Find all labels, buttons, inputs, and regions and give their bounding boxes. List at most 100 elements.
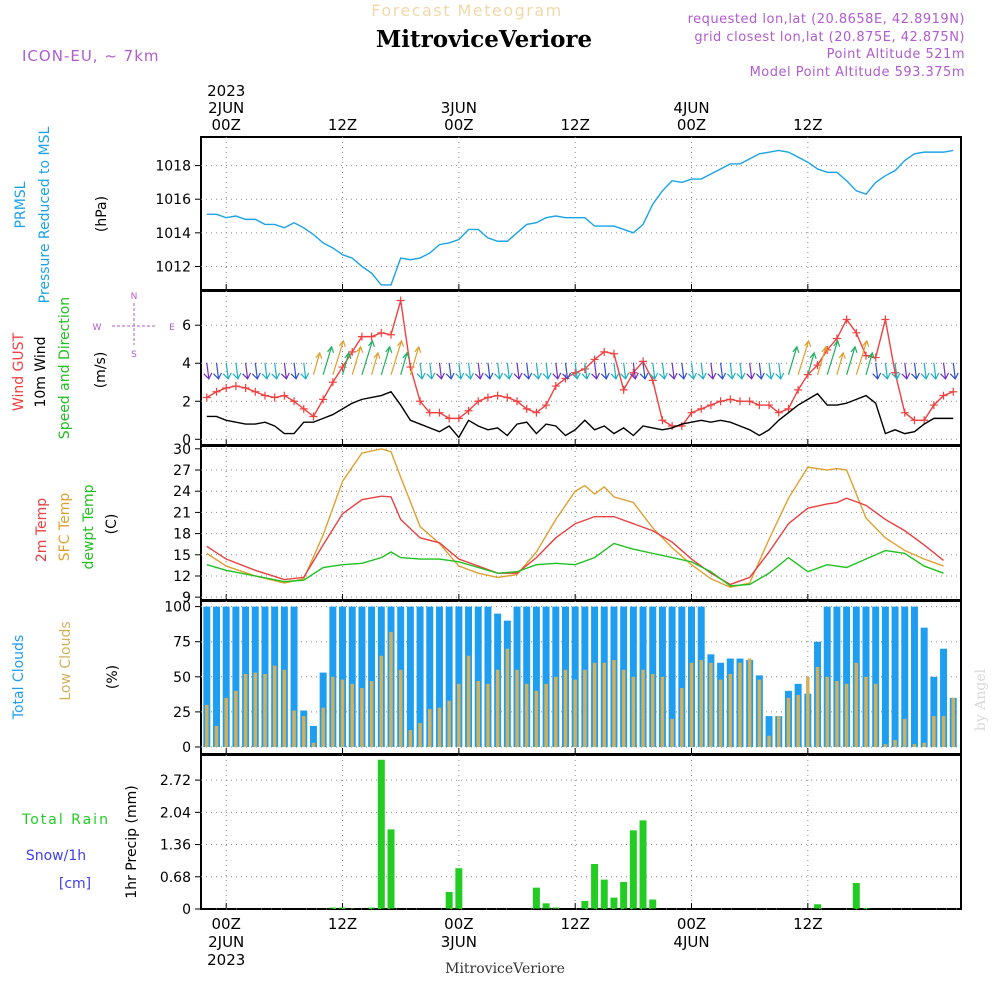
rain-bar — [862, 908, 870, 909]
gust-marker — [910, 416, 919, 425]
wind-arrow — [620, 362, 630, 380]
wind-arrow — [872, 362, 882, 380]
series-sfc-temp — [206, 448, 944, 589]
wind-arrow — [445, 362, 455, 380]
gust-marker — [590, 355, 599, 364]
gust-marker — [619, 385, 628, 394]
gust-marker — [445, 414, 454, 423]
wind-arrow — [390, 339, 405, 376]
closest-location: grid closest lon,lat (20.875E, 42.875N) — [694, 30, 965, 45]
y-tick-label: 21 — [173, 505, 191, 521]
total-cloud-bar — [213, 606, 220, 747]
gust-marker — [697, 404, 706, 413]
gust-marker — [609, 349, 618, 358]
rain-bar — [329, 907, 337, 909]
total-cloud-bar — [930, 676, 938, 747]
low-cloud-bar — [544, 683, 548, 747]
low-cloud-bar — [680, 688, 684, 747]
y-tick-label: 75 — [173, 635, 191, 651]
rain-bar — [649, 899, 657, 909]
gust-marker — [377, 328, 386, 337]
wind-arrow — [846, 345, 858, 376]
total-cloud-bar — [358, 606, 366, 747]
series-10m-wind — [206, 390, 954, 439]
low-cloud-bar — [292, 710, 296, 747]
gust-marker — [464, 406, 473, 415]
gust-marker — [881, 315, 890, 324]
low-cloud-bar — [786, 697, 791, 747]
time-label-top: 12Z — [793, 116, 822, 134]
rain-bar — [639, 820, 647, 909]
low-cloud-bar — [806, 676, 810, 747]
wind-arrow — [755, 362, 765, 380]
low-cloud-bar — [437, 707, 442, 747]
gust-marker — [939, 391, 948, 400]
total-cloud-bar — [940, 648, 948, 747]
precip-label-cm: [cm] — [59, 876, 91, 892]
low-cloud-bar — [873, 683, 878, 747]
wind-arrow — [911, 362, 921, 380]
total-cloud-bar — [571, 606, 579, 747]
low-cloud-bar — [767, 735, 771, 747]
gust-marker — [745, 397, 754, 406]
gust-marker — [774, 408, 783, 417]
gust-marker — [396, 296, 405, 305]
precip-label-snow: Snow/1h — [26, 848, 86, 864]
low-cloud-bar — [340, 679, 345, 747]
wind-arrow — [940, 362, 950, 380]
low-cloud-bar — [612, 659, 616, 747]
low-cloud-bar — [389, 631, 393, 747]
time-label-bottom: 3JUN — [441, 933, 477, 951]
wind-arrow — [807, 351, 817, 376]
y-tick-label: 1018 — [155, 159, 191, 175]
time-label-top: 12Z — [560, 116, 589, 134]
low-cloud-bar — [466, 655, 471, 747]
gust-marker — [290, 397, 299, 406]
wind-arrow — [775, 362, 785, 380]
wind-arrow — [232, 362, 242, 380]
gust-marker — [241, 383, 250, 392]
gust-marker — [929, 401, 938, 410]
wind-arrow — [649, 362, 659, 380]
gust-marker — [513, 397, 522, 406]
low-cloud-bar — [699, 659, 703, 747]
low-cloud-bar — [253, 672, 258, 747]
gust-marker — [387, 330, 395, 339]
wind-arrow — [351, 345, 364, 376]
gust-marker — [871, 353, 880, 362]
compass-w: W — [93, 323, 102, 333]
low-cloud-bar — [893, 739, 897, 747]
total-cloud-bar — [668, 606, 676, 747]
total-cloud-bar — [484, 606, 492, 747]
total-cloud-bar — [474, 606, 482, 747]
wind-arrow — [697, 362, 707, 380]
time-label-top: 00Z — [212, 116, 241, 134]
wind-arrow — [562, 362, 572, 380]
compass-e: E — [169, 323, 175, 333]
temp-label-sfc: SFC Temp — [57, 493, 73, 562]
low-cloud-bar — [689, 662, 694, 747]
gust-marker — [522, 404, 531, 413]
wind-arrow — [836, 351, 846, 376]
panel-frame — [200, 445, 962, 601]
wind-arrow — [639, 362, 649, 380]
y-tick-label: 27 — [173, 463, 191, 479]
wind-arrow — [371, 351, 381, 376]
wind-arrow — [891, 362, 901, 380]
gust-marker — [794, 385, 803, 394]
y-tick-label: 1014 — [155, 226, 191, 242]
cloud-labels: Total Clouds Low Clouds (%) — [11, 621, 121, 720]
wind-arrow — [271, 362, 281, 380]
total-cloud-bar — [910, 606, 918, 747]
low-cloud-bar — [234, 690, 238, 747]
y-tick-label: 4 — [182, 356, 191, 372]
wind-arrow — [203, 362, 213, 380]
gust-marker — [532, 408, 541, 417]
low-cloud-bar — [815, 666, 820, 747]
total-cloud-bar — [339, 606, 347, 747]
wind-arrow — [920, 362, 930, 380]
gust-marker — [735, 397, 744, 406]
time-label-top: 2023 — [207, 82, 245, 100]
pressure-labels: PRMSL Pressure Reduced to MSL (hPa) — [13, 126, 110, 303]
low-cloud-bar — [621, 669, 626, 747]
